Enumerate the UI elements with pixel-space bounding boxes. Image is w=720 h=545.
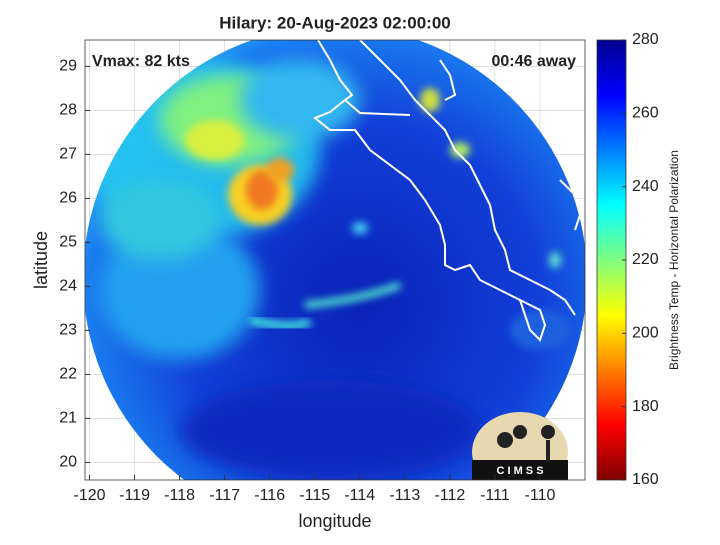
y-tick-label: 23 bbox=[59, 322, 77, 339]
colorbar-tick-label: 280 bbox=[632, 31, 659, 48]
colorbar-tick-label: 160 bbox=[632, 471, 659, 488]
y-tick-label: 28 bbox=[59, 102, 77, 119]
image: C I M S S bbox=[85, 40, 585, 480]
colorbar-tick-label: 200 bbox=[632, 325, 659, 342]
x-tick-label: -120 bbox=[73, 487, 105, 504]
chart-title: Hilary: 20-Aug-2023 02:00:00 bbox=[219, 13, 451, 32]
x-tick-label: -112 bbox=[434, 487, 465, 504]
y-tick-label: 20 bbox=[59, 454, 77, 471]
x-tick-label: -119 bbox=[119, 487, 150, 504]
colorbar-tick-label: 240 bbox=[632, 178, 659, 195]
logo: C I M S S bbox=[472, 412, 568, 480]
x-tick-label: -114 bbox=[344, 487, 375, 504]
y-tick-label: 27 bbox=[59, 146, 77, 163]
x-tick-label: -117 bbox=[209, 487, 240, 504]
logo-text: C I M S S bbox=[496, 465, 543, 477]
colorbar bbox=[596, 39, 627, 481]
x-tick-label: -115 bbox=[299, 487, 330, 504]
x-tick-label: -116 bbox=[254, 487, 285, 504]
y-axis-label: latitude bbox=[31, 231, 51, 289]
y-tick-label: 29 bbox=[59, 58, 77, 75]
x-tick-label: -118 bbox=[164, 487, 195, 504]
plot-frame bbox=[84, 39, 586, 481]
x-tick-label: -111 bbox=[480, 487, 510, 504]
coastline bbox=[313, 40, 582, 342]
x-tick-label: -113 bbox=[389, 487, 420, 504]
colorbar-tick-label: 260 bbox=[632, 105, 659, 122]
y-tick-label: 26 bbox=[59, 190, 77, 207]
annotation: 00:46 away bbox=[491, 53, 576, 70]
y-tick-label: 22 bbox=[59, 366, 77, 383]
y-tick-label: 24 bbox=[59, 278, 77, 295]
y-tick-label: 25 bbox=[59, 234, 77, 251]
x-tick-label: -110 bbox=[525, 487, 556, 504]
colorbar-tick-label: 180 bbox=[632, 398, 659, 415]
annotation: Vmax: 82 kts bbox=[92, 53, 190, 70]
colorbar-tick-label: 220 bbox=[632, 251, 659, 268]
colorbar-label: Brightness Temp - Horizontal Polarizatio… bbox=[667, 150, 681, 370]
x-axis-label: longitude bbox=[298, 511, 371, 531]
y-tick-label: 21 bbox=[59, 410, 77, 427]
